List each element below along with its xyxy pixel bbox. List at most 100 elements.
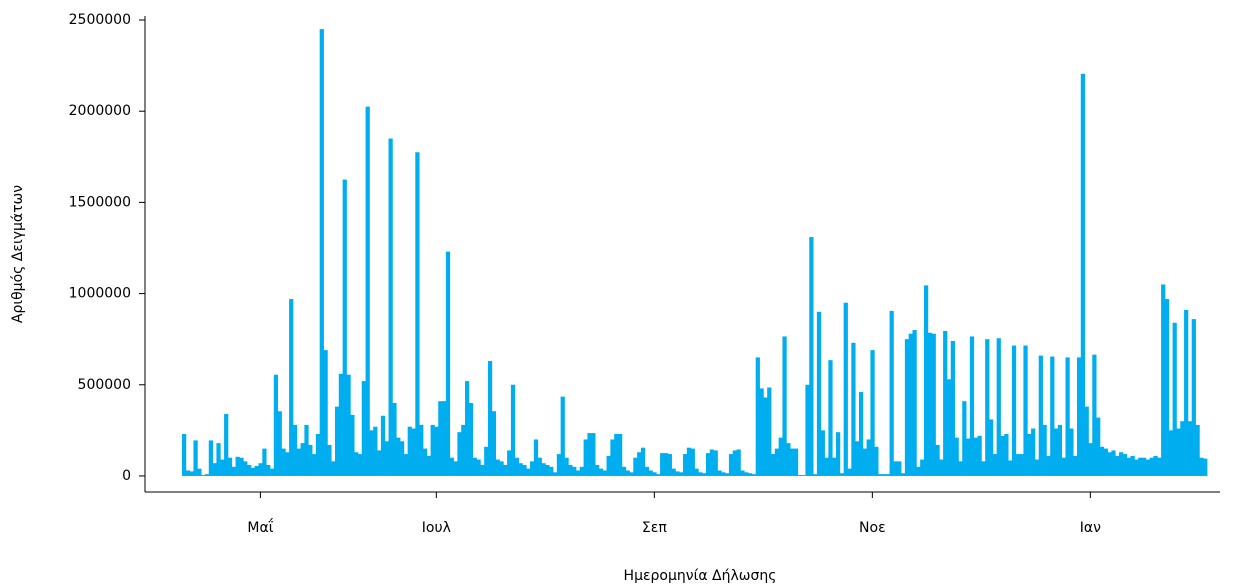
bar bbox=[824, 457, 829, 476]
bar bbox=[1195, 424, 1200, 476]
bar bbox=[583, 439, 588, 476]
bar bbox=[1138, 457, 1143, 476]
bar bbox=[1015, 454, 1020, 476]
bar bbox=[533, 439, 539, 476]
bar bbox=[503, 465, 508, 476]
bar bbox=[644, 466, 650, 476]
x-axis-title: Ημερομηνία Δήλωσης bbox=[624, 568, 777, 584]
bar bbox=[946, 379, 952, 476]
y-tick-label: 1500000 bbox=[69, 194, 131, 210]
bar bbox=[445, 251, 451, 476]
bar bbox=[889, 310, 894, 476]
bar bbox=[843, 302, 848, 476]
bar bbox=[663, 453, 669, 476]
bar bbox=[904, 339, 910, 476]
bar bbox=[985, 339, 990, 476]
bar bbox=[694, 468, 699, 476]
bar bbox=[648, 470, 653, 476]
bar bbox=[1084, 406, 1089, 476]
bar bbox=[675, 471, 680, 476]
y-axis-title: Αριθμός Δειγμάτων bbox=[10, 185, 26, 323]
bar bbox=[522, 465, 527, 476]
bar bbox=[342, 179, 347, 476]
bar bbox=[1008, 460, 1013, 476]
bar bbox=[732, 450, 737, 476]
bar bbox=[285, 452, 290, 476]
bar bbox=[281, 448, 286, 476]
bar bbox=[858, 392, 864, 476]
bar bbox=[308, 444, 313, 476]
x-tick-label: Ιαν bbox=[1080, 520, 1101, 536]
bar bbox=[744, 472, 749, 476]
bar bbox=[315, 434, 321, 476]
bar bbox=[560, 396, 565, 476]
bar bbox=[598, 468, 604, 476]
bar bbox=[403, 454, 409, 476]
bar bbox=[893, 461, 898, 476]
bar bbox=[1107, 452, 1112, 476]
bar bbox=[640, 447, 646, 476]
bar bbox=[923, 285, 929, 476]
bar bbox=[1145, 459, 1151, 476]
bar bbox=[686, 447, 692, 476]
bar bbox=[300, 443, 305, 476]
bar bbox=[476, 459, 481, 476]
bar bbox=[1103, 448, 1108, 476]
bar bbox=[254, 465, 259, 476]
bar bbox=[438, 401, 443, 476]
bar bbox=[422, 448, 428, 476]
bar bbox=[778, 437, 783, 476]
bar bbox=[434, 426, 439, 476]
x-tick-label: Ιουλ bbox=[422, 520, 451, 536]
bar bbox=[277, 411, 282, 476]
bar bbox=[407, 426, 412, 476]
bar bbox=[491, 411, 497, 476]
bar bbox=[247, 465, 252, 476]
bar bbox=[1191, 319, 1196, 476]
bar bbox=[1187, 421, 1193, 476]
bar bbox=[468, 403, 474, 476]
bar bbox=[736, 449, 741, 476]
bar bbox=[331, 461, 336, 476]
bar bbox=[556, 454, 562, 476]
bar bbox=[908, 333, 913, 476]
bar bbox=[1184, 309, 1189, 476]
bar bbox=[767, 387, 772, 476]
bar bbox=[1061, 457, 1066, 476]
bar bbox=[231, 466, 236, 476]
y-tick-label: 2000000 bbox=[69, 103, 131, 119]
bar bbox=[189, 471, 194, 476]
bar bbox=[855, 441, 860, 476]
bar bbox=[1088, 443, 1093, 476]
bar bbox=[1019, 454, 1024, 476]
bar bbox=[1046, 455, 1051, 476]
bar bbox=[419, 424, 424, 476]
bar bbox=[763, 397, 768, 476]
x-tick-label: Νοε bbox=[859, 520, 886, 536]
bar bbox=[227, 457, 233, 476]
bar bbox=[797, 475, 802, 476]
bar bbox=[1065, 357, 1070, 476]
bar bbox=[679, 472, 684, 476]
bar bbox=[197, 468, 202, 476]
bar bbox=[392, 403, 397, 476]
bar bbox=[510, 384, 516, 476]
bar bbox=[1031, 428, 1036, 476]
bar bbox=[820, 430, 825, 476]
bar bbox=[415, 152, 420, 476]
bar bbox=[243, 461, 248, 476]
bar bbox=[1027, 434, 1032, 476]
bar bbox=[614, 434, 619, 476]
bar bbox=[656, 474, 661, 476]
bar bbox=[709, 449, 715, 476]
bar bbox=[606, 455, 611, 476]
bar bbox=[943, 330, 948, 476]
bar bbox=[292, 424, 298, 476]
bar bbox=[484, 446, 489, 476]
bar bbox=[377, 450, 382, 476]
bar bbox=[782, 336, 787, 476]
bar bbox=[901, 473, 906, 476]
bar bbox=[250, 467, 256, 476]
y-tick-label: 500000 bbox=[78, 377, 131, 393]
